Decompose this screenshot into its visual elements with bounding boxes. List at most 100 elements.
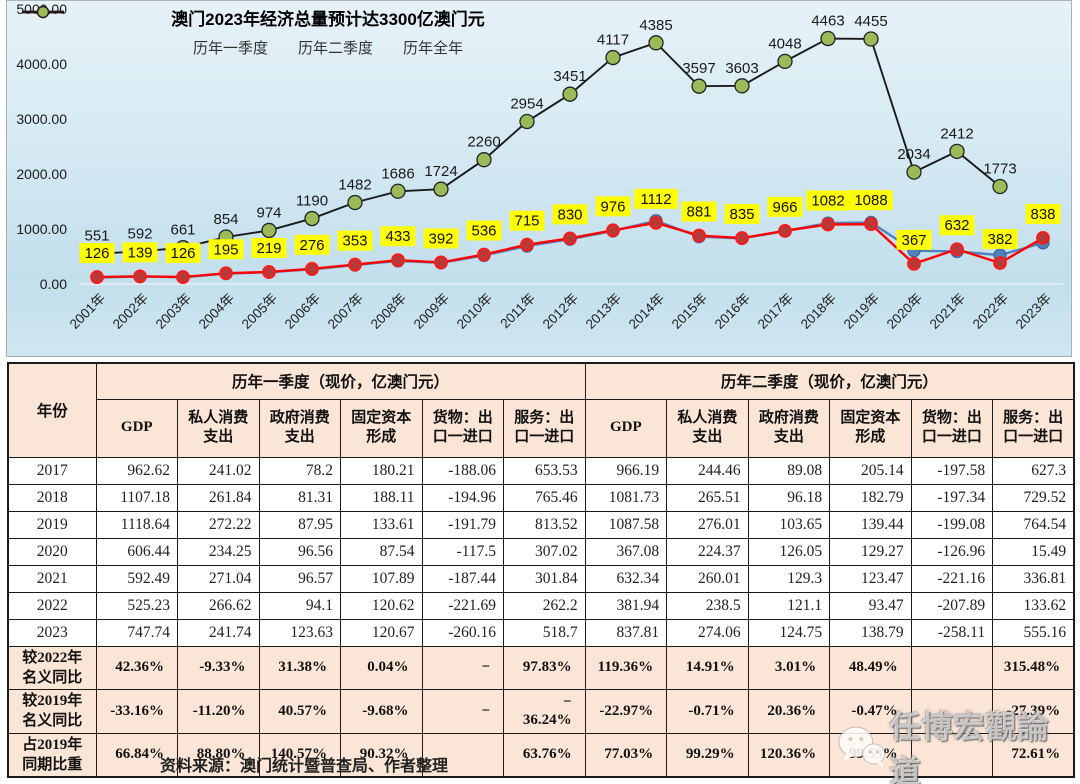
watermark: 任博宏觀論道 <box>836 702 1080 784</box>
watermark-text: 任博宏觀論道 <box>889 710 1050 784</box>
table-subheader-row: GDP 私人消费支出 政府消费支出 固定资本形成 货物：出口一进口 服务：出口一进口 GDP… <box>8 398 1075 458</box>
data-label-highlight <box>337 230 373 251</box>
data-point <box>992 178 1008 195</box>
line-chart: 5000.004000.003000.002000.001000.000.002… <box>16 1 1063 332</box>
value-cell: 966.19 <box>584 456 668 485</box>
data-label: 966 <box>772 199 797 216</box>
data-label: 1088 <box>854 192 887 209</box>
data-point <box>692 228 706 243</box>
data-label: 367 <box>901 232 926 249</box>
chart-panel: 5000.00 4000.00 3000.00 2000.00 1000.00 0.00 2… <box>6 0 1072 357</box>
column-header: 货物：出口一进口 <box>910 398 994 458</box>
data-point <box>434 255 448 270</box>
x-axis-label: 2016年 <box>712 291 753 332</box>
data-point <box>305 261 319 276</box>
source-note: 资料来源：澳门统计暨普查局、作者整理 <box>160 758 449 775</box>
value-cell: 133.62 <box>992 591 1075 620</box>
data-point <box>906 164 922 180</box>
x-axis-label: 2005年 <box>239 291 280 332</box>
year-header: 年份 <box>7 362 97 458</box>
value-cell: -221.69 <box>421 591 504 620</box>
value-cell: 336.81 <box>992 564 1075 593</box>
wechat-icon <box>838 726 886 767</box>
data-label: 126 <box>170 245 195 262</box>
value-cell: 107.89 <box>340 564 423 593</box>
value-cell: 266.62 <box>177 591 260 620</box>
data-point <box>993 256 1007 270</box>
data-label: 536 <box>471 223 496 240</box>
year-cell: 2019 <box>7 510 97 539</box>
value-cell: 276.01 <box>666 510 749 539</box>
x-axis-label: 2010年 <box>454 291 495 332</box>
summary-cell: -22.97% <box>584 689 668 734</box>
value-cell: -221.16 <box>910 564 994 593</box>
summary-cell <box>910 645 994 690</box>
summary-cell: -33.16% <box>95 689 178 734</box>
value-cell: 234.25 <box>177 537 260 566</box>
data-label-highlight <box>423 228 459 249</box>
value-cell: -194.96 <box>421 483 504 512</box>
data-label: 219 <box>256 240 281 257</box>
value-cell: 180.21 <box>340 456 423 485</box>
column-header: 政府消费支出 <box>747 398 831 458</box>
value-cell: 124.75 <box>747 618 831 647</box>
value-cell: 123.63 <box>258 618 341 647</box>
x-axis-label: 2007年 <box>325 291 366 332</box>
value-cell: 103.65 <box>747 510 831 539</box>
data-label: 838 <box>1030 206 1055 223</box>
value-cell: 1087.58 <box>584 510 668 539</box>
data-point <box>691 78 707 94</box>
data-label: 1190 <box>296 193 328 210</box>
data-label: 4463 <box>811 13 844 30</box>
table-row: 2019 1118.64 272.22 87.95 133.61 -191.79 813.5… <box>7 510 1075 539</box>
x-axis-label: 2013年 <box>583 291 624 332</box>
x-axis-label: 2012年 <box>540 291 581 332</box>
year-cell: 2017 <box>7 456 97 485</box>
column-header: 固定资本形成 <box>829 398 912 458</box>
x-axis-label: 2020年 <box>884 291 925 332</box>
summary-cell: 40.57% <box>258 689 341 734</box>
column-header: 服务：出口一进口 <box>503 398 586 458</box>
group-header-q1: 历年一季度（现价，亿澳门元） <box>95 362 586 400</box>
value-cell: -191.79 <box>421 510 504 539</box>
data-point <box>176 270 190 284</box>
value-cell: 120.62 <box>340 591 423 620</box>
data-point <box>433 181 449 197</box>
x-axis-label: 2009年 <box>411 291 452 332</box>
data-point <box>90 270 104 284</box>
table-row: 2017 962.62 241.02 78.2 180.21 -188.06 653.53 9… <box>7 456 1075 485</box>
data-point <box>348 257 362 272</box>
value-cell: 133.61 <box>340 510 423 539</box>
data-label: 276 <box>299 237 324 254</box>
x-axis-label: 2014年 <box>626 291 667 332</box>
summary-cell: 90.32% <box>340 732 423 778</box>
value-cell: 632.34 <box>584 564 668 593</box>
summary-cell: 88.80% <box>177 732 260 778</box>
data-label: 1112 <box>640 191 671 208</box>
data-point <box>519 113 535 130</box>
data-label-highlight <box>294 234 330 255</box>
value-cell: 272.22 <box>177 510 260 539</box>
value-cell: -258.11 <box>910 618 994 647</box>
y-axis-label: 1000.00 <box>16 221 67 237</box>
value-cell: 518.7 <box>503 618 586 647</box>
data-label-highlight <box>79 243 115 264</box>
data-point <box>907 256 921 271</box>
data-label-highlight <box>806 190 850 211</box>
value-cell: 224.37 <box>666 537 749 566</box>
data-label: 830 <box>557 206 582 223</box>
value-cell: 262.2 <box>503 591 586 620</box>
value-cell: 367.08 <box>584 537 668 566</box>
value-cell: 87.95 <box>258 510 341 539</box>
data-point <box>476 152 492 168</box>
data-label-highlight <box>939 215 975 236</box>
data-point <box>778 223 792 238</box>
data-point <box>219 266 233 281</box>
data-label-highlight <box>896 229 932 250</box>
table-row: 2018 1107.18 261.84 81.31 188.11 -194.96 765.4… <box>7 483 1075 512</box>
data-point <box>821 217 835 232</box>
data-label-highlight <box>552 204 588 225</box>
value-cell: 747.74 <box>95 618 178 647</box>
x-axis-label: 2001年 <box>67 291 108 332</box>
